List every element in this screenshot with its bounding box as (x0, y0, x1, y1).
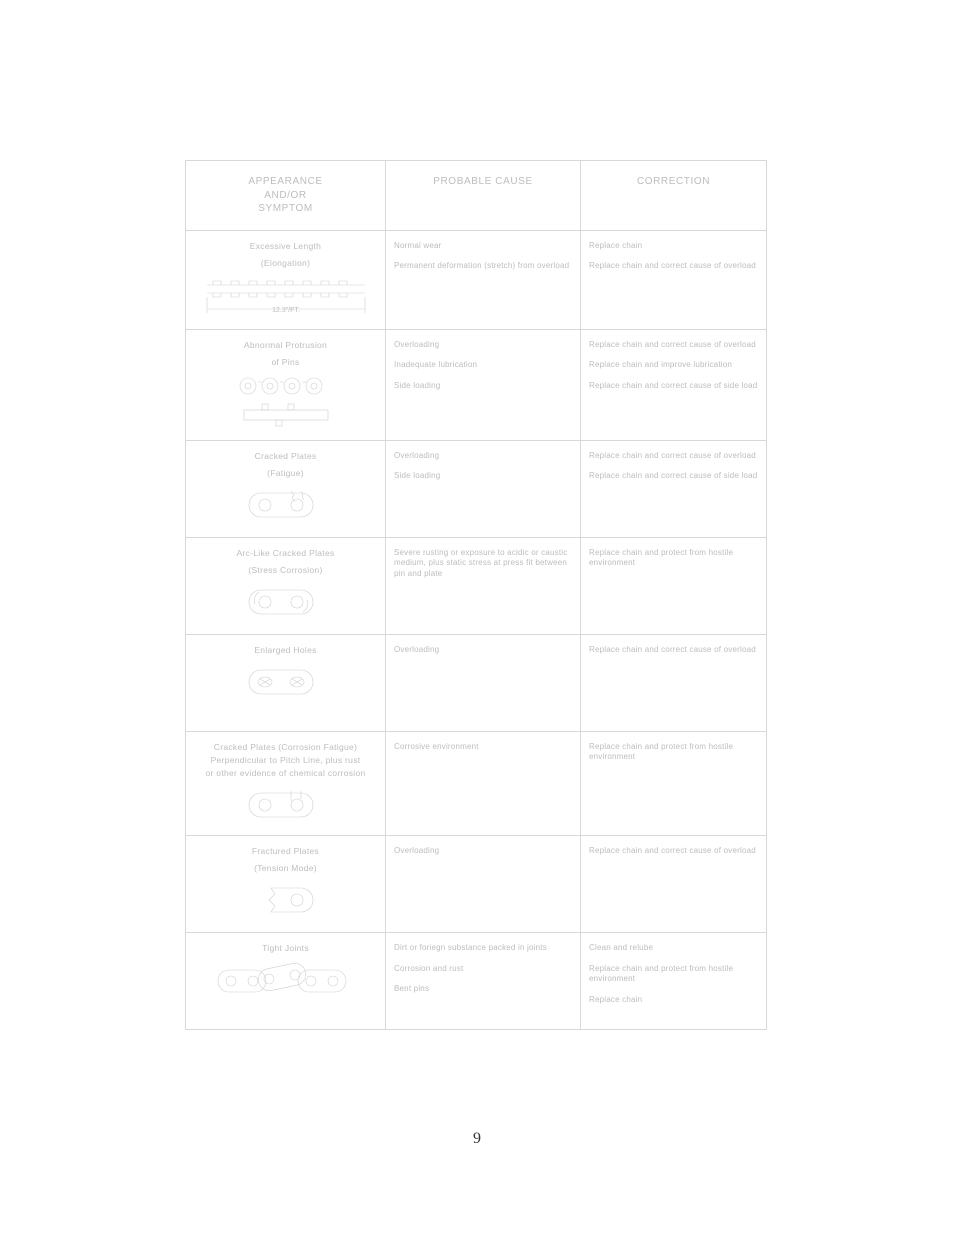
correction-text: Replace chain and protect from hostile e… (589, 742, 758, 764)
cause-cell: Dirt or foriegn substance packed in join… (386, 933, 581, 1029)
symptom-label: Cracked Plates (194, 451, 377, 462)
correction-text: Replace chain and improve lubrication (589, 360, 758, 371)
corrosion-fatigue-plate-icon (194, 785, 377, 825)
table-row: Arc-Like Cracked Plates (Stress Corrosio… (186, 538, 766, 635)
symptom-label: Excessive Length (194, 241, 377, 252)
header-correction: CORRECTION (581, 161, 766, 230)
correction-text: Replace chain and correct cause of overl… (589, 645, 758, 656)
page: APPEARANCE AND/OR SYMPTOM PROBABLE CAUSE… (0, 0, 954, 1235)
symptom-cell: Abnormal Protrusion of Pins (186, 330, 386, 440)
arc-crack-plate-icon (194, 582, 377, 622)
symptom-label: (Elongation) (194, 258, 377, 269)
dimension-text: 12.3"/FT. (272, 307, 300, 314)
cause-text: Bent pins (394, 984, 572, 995)
symptom-label: (Fatigue) (194, 468, 377, 479)
symptom-label: or other evidence of chemical corrosion (194, 768, 377, 779)
symptom-cell: Cracked Plates (Corrosion Fatigue) Perpe… (186, 732, 386, 835)
symptom-label: Arc-Like Cracked Plates (194, 548, 377, 559)
cause-cell: Overloading Side loading (386, 441, 581, 537)
cause-text: Severe rusting or exposure to acidic or … (394, 548, 572, 580)
cause-cell: Overloading (386, 635, 581, 731)
correction-cell: Replace chain Replace chain and correct … (581, 231, 766, 329)
cause-text: Side loading (394, 471, 572, 482)
symptom-label: (Stress Corrosion) (194, 565, 377, 576)
symptom-label: Enlarged Holes (194, 645, 377, 656)
cause-text: Corrosive environment (394, 742, 572, 753)
page-number: 9 (0, 1130, 954, 1148)
tight-joints-icon (194, 960, 377, 1006)
header-text: PROBABLE CAUSE (433, 176, 533, 187)
header-text: CORRECTION (637, 176, 710, 187)
troubleshooting-table: APPEARANCE AND/OR SYMPTOM PROBABLE CAUSE… (185, 160, 767, 1030)
symptom-cell: Arc-Like Cracked Plates (Stress Corrosio… (186, 538, 386, 634)
cause-text: Corrosion and rust (394, 964, 572, 975)
correction-text: Replace chain (589, 241, 758, 252)
correction-text: Replace chain and correct cause of overl… (589, 451, 758, 462)
cause-text: Overloading (394, 645, 572, 656)
chain-elongation-icon: 12.3"/FT. (194, 275, 377, 319)
correction-text: Replace chain and protect from hostile e… (589, 548, 758, 570)
symptom-label: Cracked Plates (Corrosion Fatigue) (194, 742, 377, 753)
symptom-cell: Excessive Length (Elongation) (186, 231, 386, 329)
header-text: APPEARANCE (248, 176, 322, 187)
correction-cell: Replace chain and correct cause of overl… (581, 330, 766, 440)
cause-text: Overloading (394, 846, 572, 857)
cause-text: Permanent deformation (stretch) from ove… (394, 261, 572, 272)
correction-text: Replace chain and correct cause of overl… (589, 340, 758, 351)
table-row: Tight Joints (186, 933, 766, 1029)
enlarged-holes-icon (194, 662, 377, 702)
symptom-label: Tight Joints (194, 943, 377, 954)
table-row: Enlarged Holes Overloading (186, 635, 766, 732)
correction-text: Clean and relube (589, 943, 758, 954)
cause-text: Overloading (394, 340, 572, 351)
symptom-cell: Cracked Plates (Fatigue) (186, 441, 386, 537)
correction-cell: Replace chain and correct cause of overl… (581, 441, 766, 537)
correction-text: Replace chain and correct cause of overl… (589, 261, 758, 272)
header-text: AND/OR (264, 190, 307, 201)
symptom-label: of Pins (194, 357, 377, 368)
cause-cell: Overloading Inadequate lubrication Side … (386, 330, 581, 440)
symptom-cell: Fractured Plates (Tension Mode) (186, 836, 386, 932)
cause-text: Normal wear (394, 241, 572, 252)
correction-cell: Replace chain and correct cause of overl… (581, 836, 766, 932)
cause-cell: Normal wear Permanent deformation (stret… (386, 231, 581, 329)
cause-cell: Severe rusting or exposure to acidic or … (386, 538, 581, 634)
symptom-label: (Tension Mode) (194, 863, 377, 874)
cause-text: Overloading (394, 451, 572, 462)
header-appearance: APPEARANCE AND/OR SYMPTOM (186, 161, 386, 230)
symptom-cell: Tight Joints (186, 933, 386, 1029)
table-row: Excessive Length (Elongation) (186, 231, 766, 330)
symptom-cell: Enlarged Holes (186, 635, 386, 731)
table-row: Fractured Plates (Tension Mode) Overload… (186, 836, 766, 933)
table-row: Cracked Plates (Fatigue) Overloading (186, 441, 766, 538)
cause-text: Dirt or foriegn substance packed in join… (394, 943, 572, 954)
cause-cell: Corrosive environment (386, 732, 581, 835)
correction-text: Replace chain and protect from hostile e… (589, 964, 758, 986)
cause-cell: Overloading (386, 836, 581, 932)
correction-cell: Replace chain and protect from hostile e… (581, 538, 766, 634)
correction-text: Replace chain and correct cause of overl… (589, 846, 758, 857)
correction-cell: Clean and relube Replace chain and prote… (581, 933, 766, 1029)
table-row: Cracked Plates (Corrosion Fatigue) Perpe… (186, 732, 766, 836)
header-cause: PROBABLE CAUSE (386, 161, 581, 230)
table-header-row: APPEARANCE AND/OR SYMPTOM PROBABLE CAUSE… (186, 161, 766, 231)
pin-protrusion-icon (194, 374, 377, 430)
cause-text: Side loading (394, 381, 572, 392)
symptom-label: Abnormal Protrusion (194, 340, 377, 351)
correction-text: Replace chain (589, 995, 758, 1006)
header-text: SYMPTOM (258, 203, 313, 214)
cracked-plate-fatigue-icon (194, 485, 377, 525)
table-row: Abnormal Protrusion of Pins (186, 330, 766, 441)
correction-text: Replace chain and correct cause of side … (589, 471, 758, 482)
symptom-label: Perpendicular to Pitch Line, plus rust (194, 755, 377, 766)
correction-cell: Replace chain and correct cause of overl… (581, 635, 766, 731)
cause-text: Inadequate lubrication (394, 360, 572, 371)
fractured-plate-icon (194, 880, 377, 920)
symptom-label: Fractured Plates (194, 846, 377, 857)
correction-cell: Replace chain and protect from hostile e… (581, 732, 766, 835)
correction-text: Replace chain and correct cause of side … (589, 381, 758, 392)
